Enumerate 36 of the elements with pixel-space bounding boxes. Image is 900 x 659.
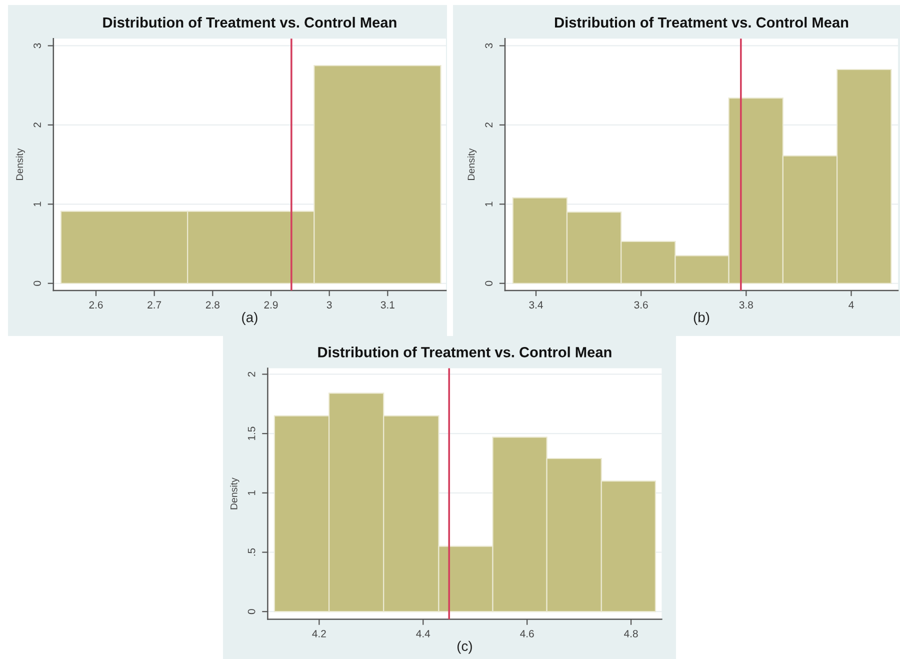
chart-title: Distribution of Treatment vs. Control Mean <box>555 16 848 28</box>
y-tick-label: 1 <box>248 490 256 496</box>
x-tick-label: 4.6 <box>520 630 534 638</box>
y-tick-label: 2 <box>485 122 492 128</box>
y-tick-label: 2 <box>34 122 41 128</box>
y-tick-label: 3 <box>485 43 493 48</box>
y-tick-label: 3 <box>34 43 41 48</box>
x-tick-label: 2.8 <box>206 301 220 309</box>
x-axis-title: (b) <box>694 312 710 325</box>
x-tick-label: 4.2 <box>312 630 326 638</box>
x-tick-label: 3.6 <box>634 301 648 309</box>
y-tick-label: 1.5 <box>248 426 256 440</box>
y-tick-label: 2 <box>248 372 256 377</box>
chart-title: Distribution of Treatment vs. Control Mean <box>318 346 612 358</box>
x-axis-title: (c) <box>457 640 472 654</box>
y-tick-label: .5 <box>248 548 256 556</box>
x-tick-label: 4 <box>848 301 854 308</box>
y-tick-label: 1 <box>485 202 492 206</box>
y-axis-title: Density <box>16 148 25 180</box>
x-tick-label: 3.1 <box>380 301 394 309</box>
x-tick-label: 2.7 <box>148 301 162 308</box>
y-axis-title: Density <box>230 478 240 510</box>
x-tick-label: 2.9 <box>264 301 278 309</box>
x-tick-label: 4.4 <box>416 630 430 638</box>
x-tick-label: 4.8 <box>624 630 638 638</box>
y-tick-label: 1 <box>34 202 41 206</box>
y-tick-label: 0 <box>34 280 41 286</box>
x-tick-label: 3.4 <box>529 301 543 309</box>
x-tick-label: 3 <box>326 301 332 309</box>
y-axis-title: Density <box>467 148 477 180</box>
x-axis-title: (a) <box>242 312 258 325</box>
y-tick-label: 0 <box>485 280 493 286</box>
chart-title: Distribution of Treatment vs. Control Mean <box>103 16 396 28</box>
x-tick-label: 2.6 <box>89 301 103 309</box>
y-tick-label: 0 <box>248 609 256 614</box>
x-tick-label: 3.8 <box>739 301 753 309</box>
